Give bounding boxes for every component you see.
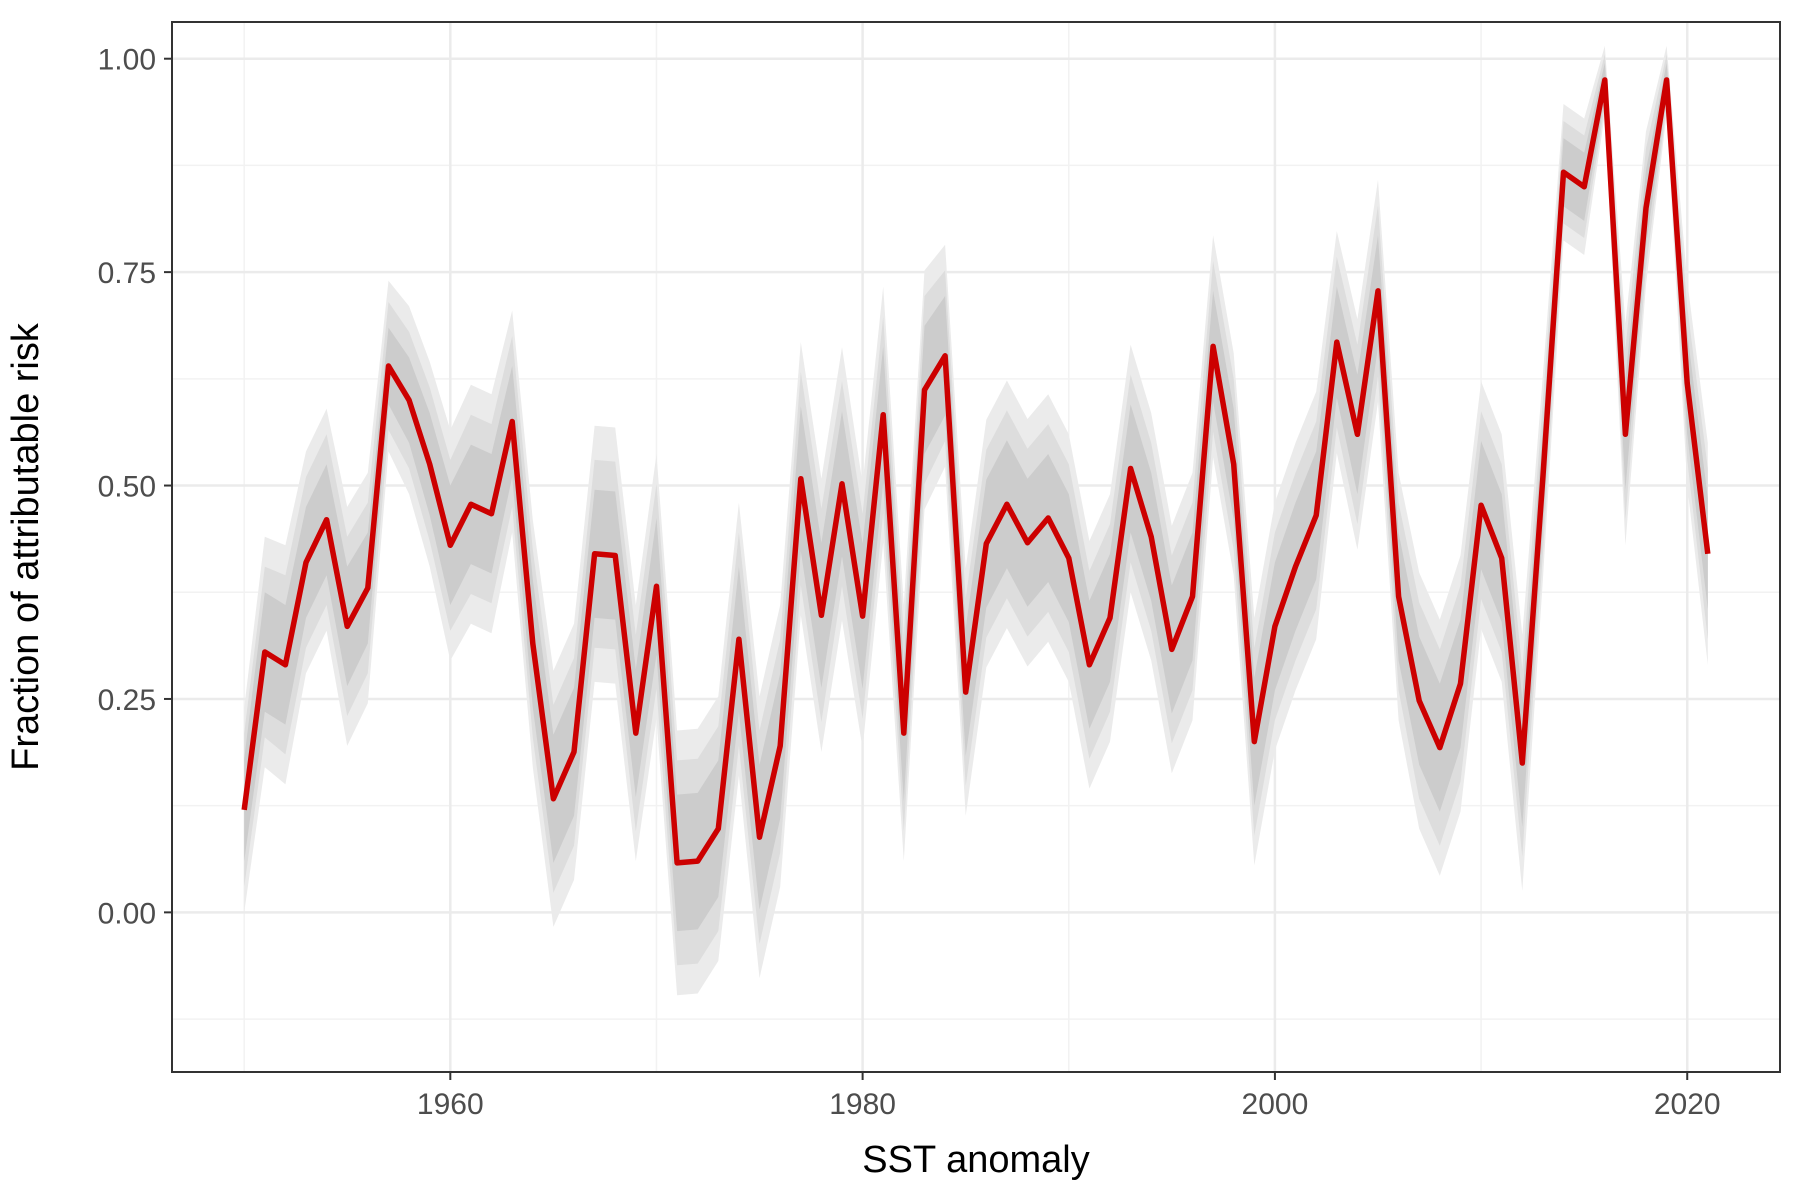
x-tick-label: 2000 (1242, 1088, 1309, 1121)
confidence-band-2 (244, 54, 1708, 966)
x-tick-label: 1980 (829, 1088, 896, 1121)
uncertainty-bands (244, 45, 1708, 996)
y-tick-label: 0.50 (98, 471, 156, 504)
y-axis: 0.00 0.25 0.50 0.75 1.00 (98, 44, 172, 930)
x-tick-label: 1960 (417, 1088, 484, 1121)
series-line (241, 77, 1711, 866)
data-lines (241, 77, 1711, 866)
x-axis: 1960 1980 2000 2020 (417, 1072, 1721, 1121)
y-tick-label: 0.00 (98, 897, 156, 930)
x-tick-label: 2020 (1654, 1088, 1721, 1121)
y-tick-label: 0.75 (98, 257, 156, 290)
panel-border (171, 21, 1781, 1073)
y-tick-label: 0.25 (98, 684, 156, 717)
x-axis-title: SST anomaly (862, 1139, 1089, 1181)
y-tick-label: 1.00 (98, 44, 156, 77)
y-axis-title: Fraction of attributable risk (5, 322, 47, 771)
